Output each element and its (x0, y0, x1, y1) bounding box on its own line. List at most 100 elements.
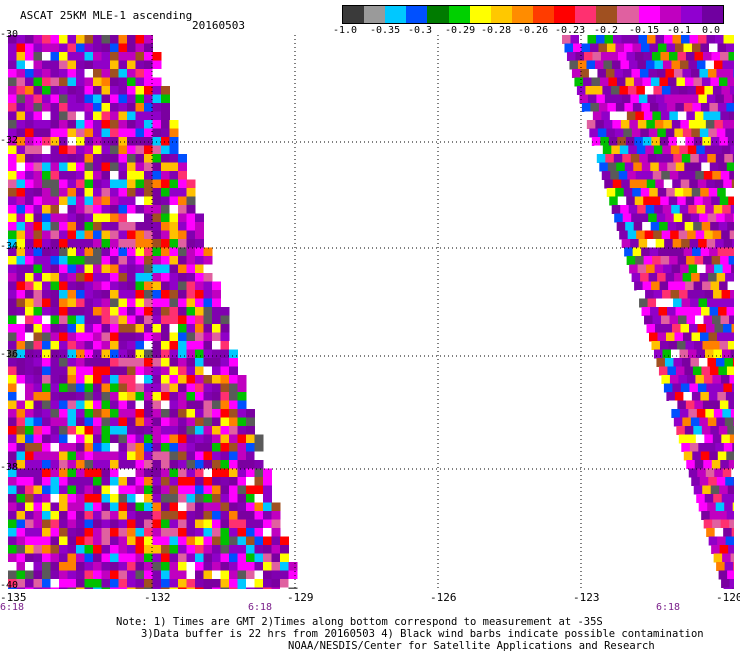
swath-cell (607, 188, 616, 197)
swath-cell (584, 52, 593, 61)
swath-cell (690, 358, 699, 367)
swath-cell (659, 367, 668, 376)
swath-cell (17, 384, 26, 393)
swath-cell (212, 469, 221, 478)
swath-cell (170, 452, 179, 461)
swath-cell (110, 86, 119, 95)
swath-cell (68, 443, 77, 452)
swath-cell (187, 239, 196, 248)
swath-cell (17, 180, 26, 189)
swath-cell (34, 35, 43, 44)
swath-cell (153, 197, 162, 206)
swath-cell (25, 35, 34, 44)
swath-cell (588, 95, 597, 104)
swath-cell (597, 154, 606, 163)
swath-cell (263, 469, 272, 478)
swath-cell (144, 146, 153, 155)
swath-cell (726, 537, 734, 546)
swath-cell (612, 61, 621, 70)
swath-cell (17, 409, 26, 418)
swath-cell (716, 69, 725, 78)
swath-cell (701, 248, 710, 257)
swath-cell (599, 103, 608, 112)
swath-cell (42, 214, 51, 223)
swath-cell (221, 528, 230, 537)
swath-cell (195, 265, 204, 274)
swath-cell (678, 375, 687, 384)
swath-cell (76, 146, 85, 155)
swath-cell (620, 146, 629, 155)
swath-cell (670, 86, 679, 95)
swath-cell (51, 171, 60, 180)
swath-cell (85, 69, 94, 78)
swath-cell (51, 477, 60, 486)
swath-cell (25, 503, 34, 512)
swath-cell (667, 248, 676, 257)
swath-cell (676, 426, 685, 435)
swath-cell (136, 435, 145, 444)
swath-cell (715, 443, 724, 452)
swath-cell (637, 205, 646, 214)
swath-cell (136, 324, 145, 333)
swath-cell (127, 265, 136, 274)
swath-cell (725, 129, 734, 138)
swath-cell (666, 333, 675, 342)
swath-cell (645, 290, 654, 299)
swath-cell (59, 426, 68, 435)
swath-cell (8, 316, 17, 325)
swath-cell (187, 265, 196, 274)
swath-cell (229, 435, 238, 444)
swath-cell (110, 112, 119, 121)
swath-cell (25, 282, 34, 291)
swath-cell (153, 384, 162, 393)
y-tick-label: -34 (0, 241, 18, 253)
swath-cell (699, 154, 708, 163)
swath-cell (693, 163, 702, 172)
swath-cell (685, 282, 694, 291)
swath-cell (255, 477, 264, 486)
swath-cell (728, 282, 734, 291)
swath-cell (51, 307, 60, 316)
swath-cell (178, 341, 187, 350)
colorbar (342, 5, 724, 24)
swath-cell (178, 452, 187, 461)
swath-cell (629, 61, 638, 70)
swath-cell (119, 137, 128, 146)
swath-cell (102, 469, 111, 478)
swath-cell (713, 350, 722, 359)
swath-cell (272, 588, 281, 590)
swath-cell (195, 214, 204, 223)
swath-cell (631, 214, 640, 223)
swath-cell (677, 282, 686, 291)
swath-cell (153, 367, 162, 376)
swath-cell (221, 409, 230, 418)
swath-cell (76, 494, 85, 503)
swath-cell (93, 537, 102, 546)
swath-cell (110, 95, 119, 104)
swath-cell (51, 316, 60, 325)
swath-cell (17, 205, 26, 214)
swath-cell (17, 154, 26, 163)
swath-cell (662, 86, 671, 95)
swath-cell (76, 545, 85, 554)
swath-cell (102, 520, 111, 529)
swath-cell (246, 520, 255, 529)
swath-cell (110, 435, 119, 444)
swath-cell (727, 367, 734, 376)
swath-cell (178, 231, 187, 240)
swath-cell (712, 112, 721, 121)
swath-cell (718, 248, 727, 257)
swath-cell (127, 554, 136, 563)
swath-cell (127, 180, 136, 189)
swath-cell (622, 95, 631, 104)
swath-cell (212, 494, 221, 503)
swath-cell (717, 333, 726, 342)
swath-cell (127, 486, 136, 495)
swath-cell (25, 350, 34, 359)
swath-cell (170, 307, 179, 316)
swath-cell (664, 324, 673, 333)
swath-cell (714, 554, 723, 563)
swath-cell (51, 290, 60, 299)
swath-cell (25, 44, 34, 53)
swath-cell (698, 239, 707, 248)
